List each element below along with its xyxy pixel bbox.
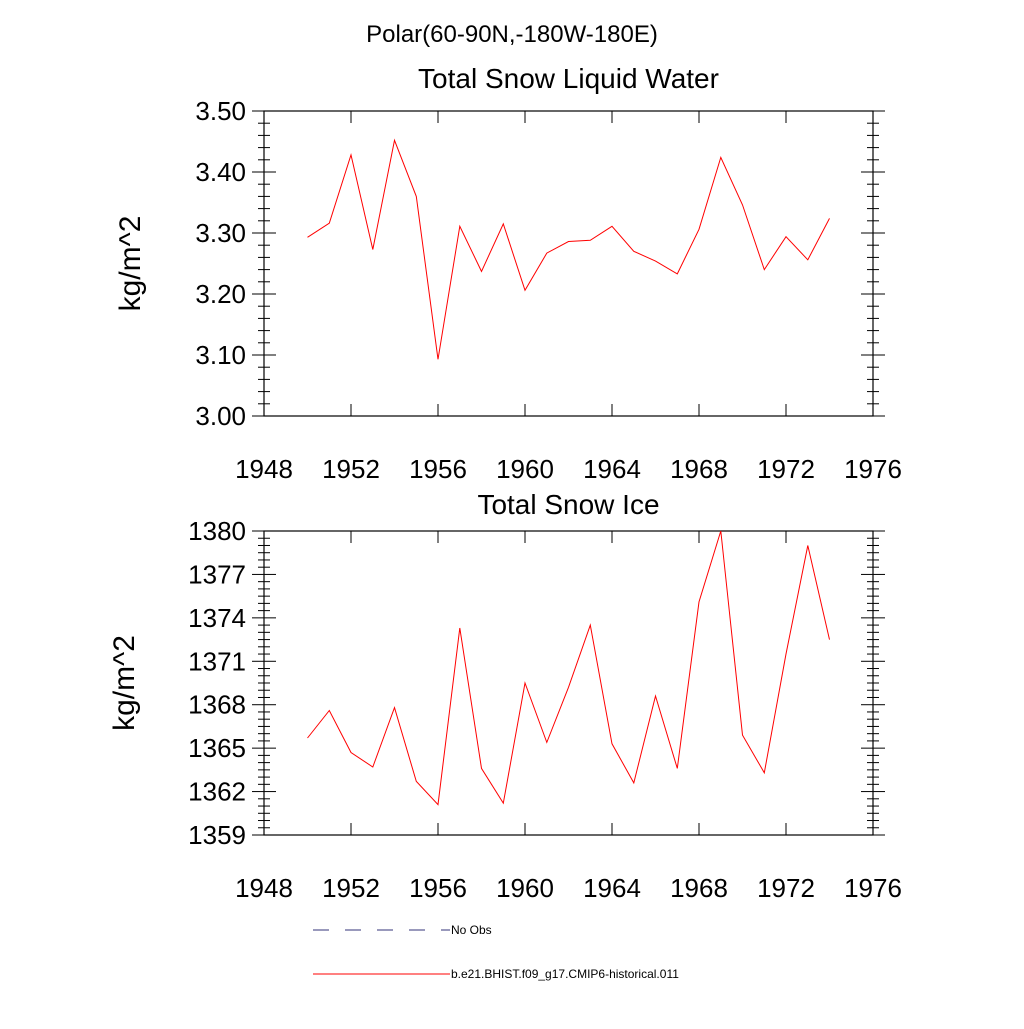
plot-frame bbox=[264, 531, 873, 835]
chart-title: Total Snow Ice bbox=[477, 489, 659, 520]
x-tick-label: 1976 bbox=[844, 873, 902, 903]
x-tick-label: 1968 bbox=[670, 873, 728, 903]
x-tick-label: 1972 bbox=[757, 873, 815, 903]
x-tick-label: 1968 bbox=[670, 454, 728, 484]
x-tick-label: 1952 bbox=[322, 873, 380, 903]
page-title: Polar(60-90N,-180W-180E) bbox=[366, 21, 658, 48]
y-tick-label: 1380 bbox=[188, 516, 246, 546]
legend-label: b.e21.BHIST.f09_g17.CMIP6-historical.011 bbox=[451, 967, 679, 981]
x-tick-label: 1952 bbox=[322, 454, 380, 484]
chart-title: Total Snow Liquid Water bbox=[418, 63, 719, 94]
y-tick-label: 1368 bbox=[188, 690, 246, 720]
y-tick-label: 1359 bbox=[188, 820, 246, 850]
y-tick-label: 1371 bbox=[188, 646, 246, 676]
y-tick-label: 1362 bbox=[188, 777, 246, 807]
legend: No Obs b.e21.BHIST.f09_g17.CMIP6-historic… bbox=[313, 923, 679, 981]
y-tick-label: 1377 bbox=[188, 559, 246, 589]
x-tick-label: 1956 bbox=[409, 873, 467, 903]
series-line-1 bbox=[308, 531, 830, 805]
y-tick-label: 3.30 bbox=[195, 218, 246, 248]
y-axis-label: kg/m^2 bbox=[114, 216, 147, 312]
y-tick-label: 3.20 bbox=[195, 279, 246, 309]
y-tick-label: 3.10 bbox=[195, 340, 246, 370]
x-tick-label: 1948 bbox=[235, 454, 293, 484]
y-tick-label: 3.40 bbox=[195, 157, 246, 187]
y-tick-label: 1374 bbox=[188, 603, 246, 633]
chart-panel-2: Total Snow Ice 1948 1952 1956 1960 1964 1968 19… bbox=[108, 489, 902, 903]
x-tick-label: 1948 bbox=[235, 873, 293, 903]
x-tick-label: 1964 bbox=[583, 873, 641, 903]
y-axis-label: kg/m^2 bbox=[108, 635, 141, 731]
y-tick-label: 3.50 bbox=[195, 96, 246, 126]
legend-label: No Obs bbox=[451, 923, 492, 937]
legend-item-2: b.e21.BHIST.f09_g17.CMIP6-historical.011 bbox=[313, 967, 679, 981]
x-tick-label: 1976 bbox=[844, 454, 902, 484]
legend-item-1: No Obs bbox=[313, 923, 492, 937]
x-tick-label: 1964 bbox=[583, 454, 641, 484]
series-line-1 bbox=[308, 140, 830, 359]
x-tick-label: 1960 bbox=[496, 454, 554, 484]
x-tick-label: 1972 bbox=[757, 454, 815, 484]
y-tick-label: 3.00 bbox=[195, 401, 246, 431]
plot-frame bbox=[264, 111, 873, 416]
y-tick-label: 1365 bbox=[188, 733, 246, 763]
x-tick-label: 1956 bbox=[409, 454, 467, 484]
x-tick-label: 1960 bbox=[496, 873, 554, 903]
chart-panel-1: Total Snow Liquid Water 1948 1952 1956 1960 1… bbox=[114, 63, 902, 484]
